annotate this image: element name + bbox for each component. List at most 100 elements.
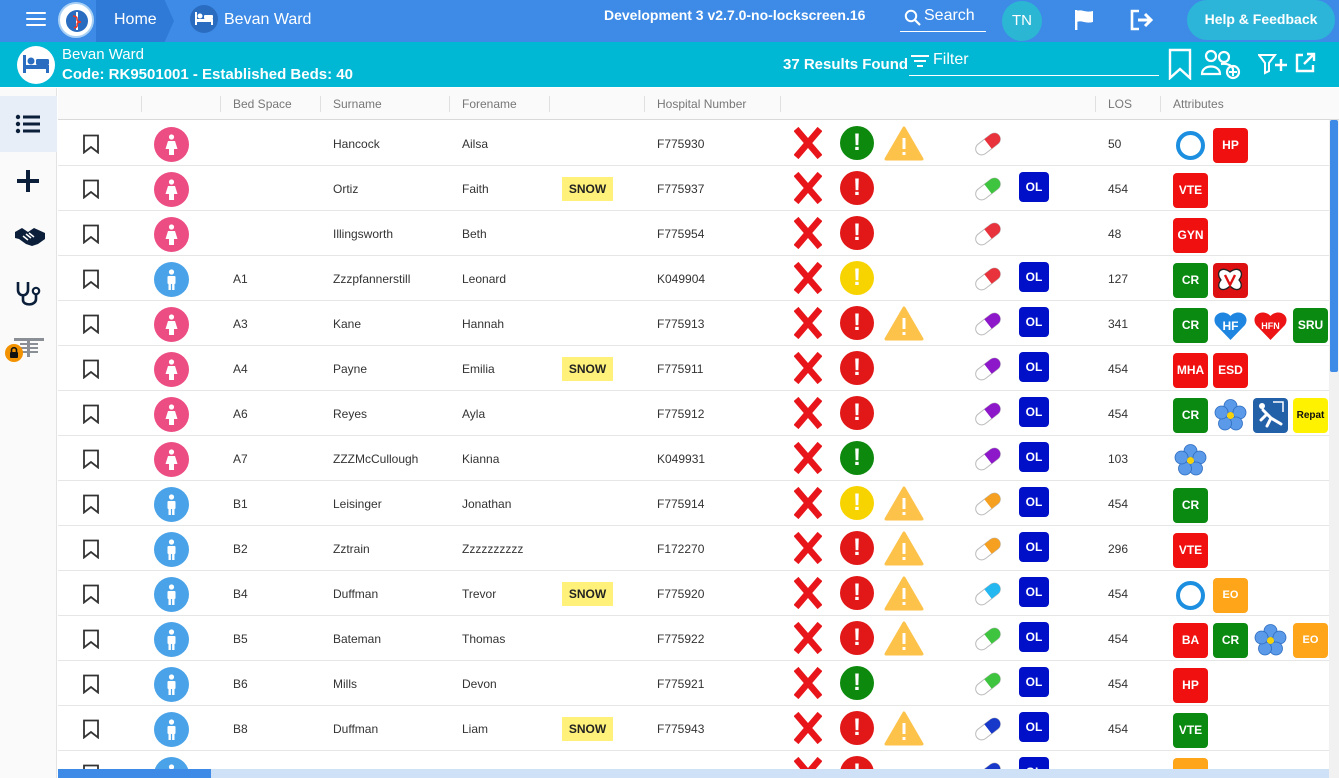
- ring-icon[interactable]: [1173, 578, 1208, 613]
- red-cross-icon[interactable]: [794, 712, 822, 744]
- medication-pill-icon[interactable]: [972, 579, 1004, 609]
- logout-icon[interactable]: [1129, 9, 1155, 31]
- menu-icon[interactable]: [26, 12, 46, 27]
- table-row[interactable]: B1 Leisinger Jonathan F775914! OL 454 CR: [58, 481, 1329, 526]
- medication-pill-icon[interactable]: [972, 489, 1004, 519]
- ol-badge[interactable]: OL: [1019, 172, 1049, 202]
- attribute-badge[interactable]: CR: [1173, 263, 1208, 298]
- alert-icon[interactable]: !: [840, 711, 874, 745]
- medication-pill-icon[interactable]: [972, 174, 1004, 204]
- table-row[interactable]: B2 Zztrain Zzzzzzzzzz F172270! OL 296 VTE: [58, 526, 1329, 571]
- table-row[interactable]: Ortiz Faith SNOW F775937! OL 454 VTE: [58, 166, 1329, 211]
- medication-pill-icon[interactable]: [972, 534, 1004, 564]
- ol-badge[interactable]: OL: [1019, 577, 1049, 607]
- medication-pill-icon[interactable]: [972, 399, 1004, 429]
- medication-pill-icon[interactable]: [972, 129, 1004, 159]
- medication-pill-icon[interactable]: [972, 714, 1004, 744]
- falls-risk-icon[interactable]: [1253, 398, 1288, 433]
- table-row[interactable]: B4 Duffman Trevor SNOW F775920! OL 454 EO: [58, 571, 1329, 616]
- medication-pill-icon[interactable]: [972, 669, 1004, 699]
- bookmark-icon[interactable]: [82, 359, 100, 379]
- bookmark-icon[interactable]: [82, 179, 100, 199]
- red-cross-icon[interactable]: [794, 397, 822, 429]
- red-cross-icon[interactable]: [794, 127, 822, 159]
- col-forename[interactable]: Forename: [462, 97, 517, 111]
- warning-icon[interactable]: [884, 306, 924, 342]
- warning-icon[interactable]: [884, 531, 924, 567]
- search-button[interactable]: Search: [900, 5, 986, 32]
- ol-badge[interactable]: OL: [1019, 352, 1049, 382]
- table-row[interactable]: A1 Zzzpfannerstill Leonard K049904! OL 127 CR: [58, 256, 1329, 301]
- warning-icon[interactable]: [884, 576, 924, 612]
- breadcrumb-home[interactable]: Home: [96, 0, 174, 42]
- attribute-badge[interactable]: BA: [1173, 623, 1208, 658]
- attribute-badge[interactable]: CR: [1213, 623, 1248, 658]
- nav-add[interactable]: [0, 152, 57, 208]
- red-cross-icon[interactable]: [794, 487, 822, 519]
- bookmark-icon[interactable]: [82, 674, 100, 694]
- nav-list[interactable]: [0, 96, 57, 152]
- nav-clinical[interactable]: [0, 264, 57, 320]
- heart-failure-icon[interactable]: HF: [1213, 308, 1248, 343]
- table-row[interactable]: A7 ZZZMcCullough Kianna K049931! OL 103: [58, 436, 1329, 481]
- red-cross-icon[interactable]: [794, 442, 822, 474]
- alert-icon[interactable]: !: [840, 126, 874, 160]
- warning-icon[interactable]: [884, 711, 924, 747]
- bookmark-icon[interactable]: [82, 539, 100, 559]
- ol-badge[interactable]: OL: [1019, 262, 1049, 292]
- attribute-badge[interactable]: HP: [1213, 128, 1248, 163]
- table-row[interactable]: A4 Payne Emilia SNOW F775911! OL 454 MHA ESD: [58, 346, 1329, 391]
- col-attributes[interactable]: Attributes: [1173, 97, 1224, 111]
- open-external-icon[interactable]: [1294, 52, 1316, 74]
- ol-badge[interactable]: OL: [1019, 622, 1049, 652]
- user-avatar[interactable]: TN: [1002, 1, 1042, 41]
- table-row[interactable]: B5 Bateman Thomas F775922! OL 454 BA CR EO: [58, 616, 1329, 661]
- butterfly-icon[interactable]: [1213, 263, 1248, 298]
- vertical-scrollbar[interactable]: [1329, 120, 1339, 778]
- alert-icon[interactable]: !: [840, 306, 874, 340]
- warning-icon[interactable]: [884, 126, 924, 162]
- alert-icon[interactable]: !: [840, 171, 874, 205]
- table-row[interactable]: B8 Duffman Liam SNOW F775943! OL 454 VTE: [58, 706, 1329, 751]
- attribute-badge[interactable]: HP: [1173, 668, 1208, 703]
- alert-icon[interactable]: !: [840, 441, 874, 475]
- alert-icon[interactable]: !: [840, 486, 874, 520]
- warning-icon[interactable]: [884, 621, 924, 657]
- medication-pill-icon[interactable]: [972, 264, 1004, 294]
- red-cross-icon[interactable]: [794, 622, 822, 654]
- bookmark-icon[interactable]: [82, 269, 100, 289]
- nav-board[interactable]: [0, 320, 57, 376]
- filter-input[interactable]: Filter: [909, 48, 1159, 76]
- attribute-badge[interactable]: VTE: [1173, 173, 1208, 208]
- attribute-badge[interactable]: VTE: [1173, 533, 1208, 568]
- attribute-badge[interactable]: CR: [1173, 398, 1208, 433]
- ol-badge[interactable]: OL: [1019, 712, 1049, 742]
- alert-icon[interactable]: !: [840, 261, 874, 295]
- attribute-badge[interactable]: SRU: [1293, 308, 1328, 343]
- alert-icon[interactable]: !: [840, 396, 874, 430]
- heart-failure-nurse-icon[interactable]: HFN: [1253, 308, 1288, 343]
- forget-me-not-icon[interactable]: [1253, 623, 1288, 658]
- attribute-badge[interactable]: MHA: [1173, 353, 1208, 388]
- medication-pill-icon[interactable]: [972, 444, 1004, 474]
- ol-badge[interactable]: OL: [1019, 307, 1049, 337]
- bookmark-icon[interactable]: [82, 719, 100, 739]
- bookmark-icon[interactable]: [82, 584, 100, 604]
- nav-handover[interactable]: [0, 208, 57, 264]
- col-bed-space[interactable]: Bed Space: [233, 97, 292, 111]
- col-surname[interactable]: Surname: [333, 97, 382, 111]
- attribute-badge[interactable]: ESD: [1213, 353, 1248, 388]
- ol-badge[interactable]: OL: [1019, 487, 1049, 517]
- red-cross-icon[interactable]: [794, 667, 822, 699]
- ol-badge[interactable]: OL: [1019, 532, 1049, 562]
- forget-me-not-icon[interactable]: [1213, 398, 1248, 433]
- red-cross-icon[interactable]: [794, 577, 822, 609]
- help-feedback-button[interactable]: Help & Feedback: [1187, 0, 1335, 40]
- red-cross-icon[interactable]: [794, 262, 822, 294]
- bookmark-icon[interactable]: [82, 314, 100, 334]
- alert-icon[interactable]: !: [840, 351, 874, 385]
- bookmark-icon[interactable]: [82, 764, 100, 778]
- medication-pill-icon[interactable]: [972, 354, 1004, 384]
- horizontal-scrollbar[interactable]: [58, 769, 1329, 778]
- bookmark-icon[interactable]: [82, 449, 100, 469]
